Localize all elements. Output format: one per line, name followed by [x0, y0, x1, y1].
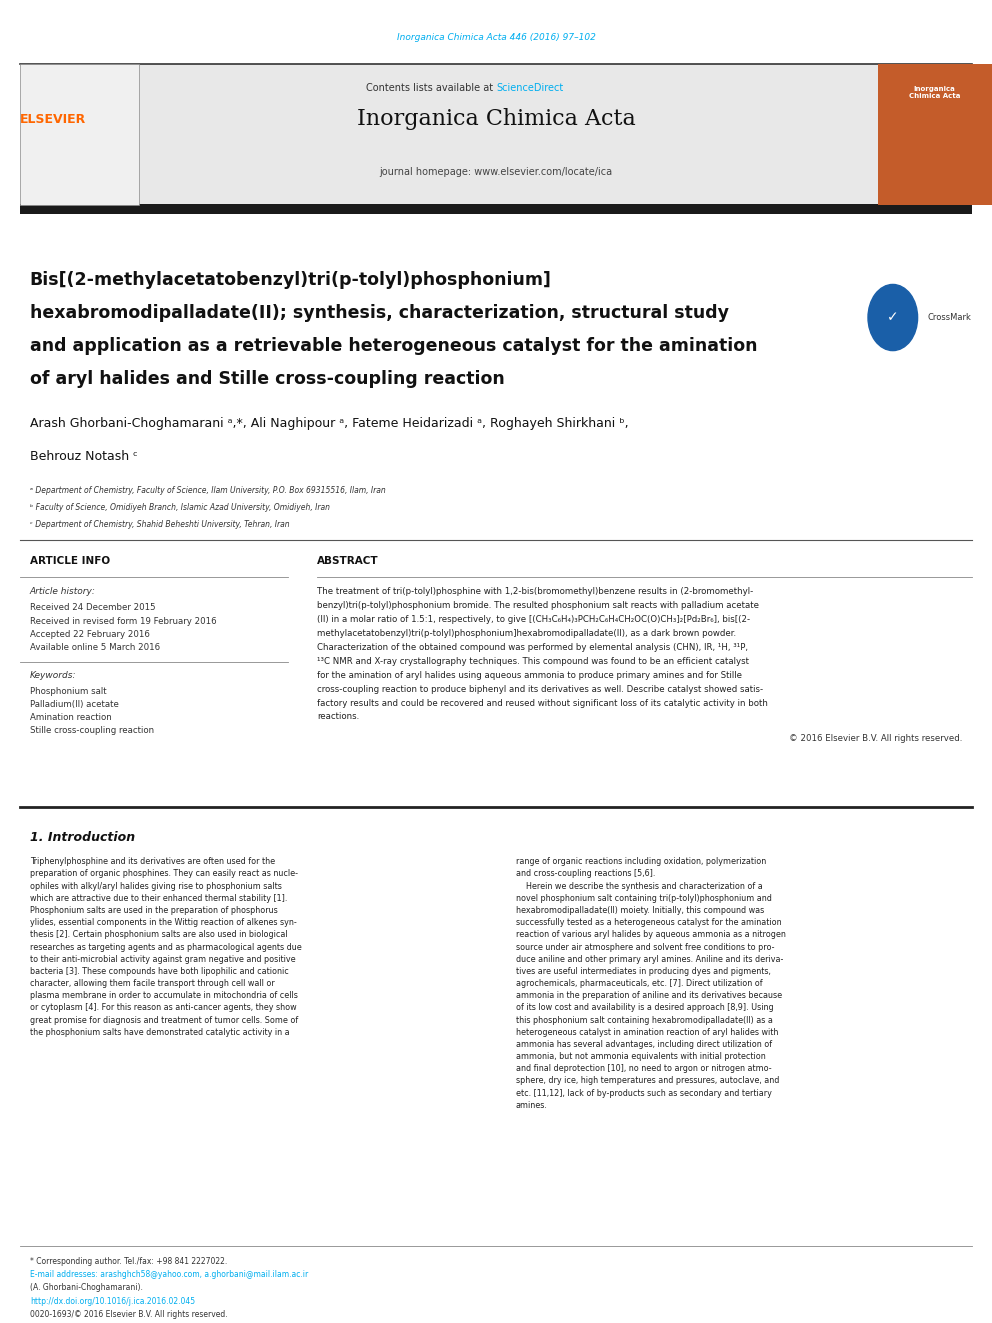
Text: novel phosphonium salt containing tri(p-tolyl)phosphonium and: novel phosphonium salt containing tri(p-…	[516, 894, 772, 902]
Text: reaction of various aryl halides by aqueous ammonia as a nitrogen: reaction of various aryl halides by aque…	[516, 930, 786, 939]
Text: heterogeneous catalyst in amination reaction of aryl halides with: heterogeneous catalyst in amination reac…	[516, 1028, 778, 1037]
Text: 0020-1693/© 2016 Elsevier B.V. All rights reserved.: 0020-1693/© 2016 Elsevier B.V. All right…	[30, 1310, 227, 1319]
Text: this phosphonium salt containing hexabromodipalladate(II) as a: this phosphonium salt containing hexabro…	[516, 1016, 773, 1024]
Text: to their anti-microbial activity against gram negative and positive: to their anti-microbial activity against…	[30, 955, 296, 963]
Text: the phosphonium salts have demonstrated catalytic activity in a: the phosphonium salts have demonstrated …	[30, 1028, 290, 1037]
Text: benzyl)tri(p-tolyl)phosphonium bromide. The resulted phosphonium salt reacts wit: benzyl)tri(p-tolyl)phosphonium bromide. …	[317, 601, 760, 610]
Text: character, allowing them facile transport through cell wall or: character, allowing them facile transpor…	[30, 979, 275, 988]
Text: Phosphonium salt: Phosphonium salt	[30, 687, 106, 696]
Text: duce aniline and other primary aryl amines. Aniline and its deriva-: duce aniline and other primary aryl amin…	[516, 955, 784, 963]
Text: ¹³C NMR and X-ray crystallography techniques. This compound was found to be an e: ¹³C NMR and X-ray crystallography techni…	[317, 658, 749, 665]
Text: cross-coupling reaction to produce biphenyl and its derivatives as well. Describ: cross-coupling reaction to produce biphe…	[317, 684, 764, 693]
Text: agrochemicals, pharmaceuticals, etc. [7]. Direct utilization of: agrochemicals, pharmaceuticals, etc. [7]…	[516, 979, 763, 988]
Text: plasma membrane in order to accumulate in mitochondria of cells: plasma membrane in order to accumulate i…	[30, 991, 298, 1000]
Text: and final deprotection [10], no need to argon or nitrogen atmo-: and final deprotection [10], no need to …	[516, 1064, 772, 1073]
Text: preparation of organic phosphines. They can easily react as nucle-: preparation of organic phosphines. They …	[30, 869, 298, 878]
Text: or cytoplasm [4]. For this reason as anti-cancer agents, they show: or cytoplasm [4]. For this reason as ant…	[30, 1003, 297, 1012]
Text: Inorganica Chimica Acta 446 (2016) 97–102: Inorganica Chimica Acta 446 (2016) 97–10…	[397, 33, 595, 42]
Text: reactions.: reactions.	[317, 712, 360, 721]
Text: Keywords:: Keywords:	[30, 671, 76, 680]
Text: Herein we describe the synthesis and characterization of a: Herein we describe the synthesis and cha…	[516, 881, 763, 890]
Bar	[20, 64, 139, 205]
Text: The treatment of tri(p-tolyl)phosphine with 1,2-bis(bromomethyl)benzene results : The treatment of tri(p-tolyl)phosphine w…	[317, 587, 754, 597]
Text: source under air atmosphere and solvent free conditions to pro-: source under air atmosphere and solvent …	[516, 942, 775, 951]
Text: Stille cross-coupling reaction: Stille cross-coupling reaction	[30, 726, 154, 736]
Text: thesis [2]. Certain phosphonium salts are also used in biological: thesis [2]. Certain phosphonium salts ar…	[30, 930, 288, 939]
Text: amines.: amines.	[516, 1101, 548, 1110]
Circle shape	[868, 284, 918, 351]
Text: and application as a retrievable heterogeneous catalyst for the amination: and application as a retrievable heterog…	[30, 337, 757, 356]
Bar	[20, 204, 972, 214]
Text: http://dx.doi.org/10.1016/j.ica.2016.02.045: http://dx.doi.org/10.1016/j.ica.2016.02.…	[30, 1297, 194, 1306]
Text: journal homepage: www.elsevier.com/locate/ica: journal homepage: www.elsevier.com/locat…	[379, 167, 613, 177]
Text: Accepted 22 February 2016: Accepted 22 February 2016	[30, 630, 150, 639]
Text: which are attractive due to their enhanced thermal stability [1].: which are attractive due to their enhanc…	[30, 894, 287, 902]
Text: for the amination of aryl halides using aqueous ammonia to produce primary amine: for the amination of aryl halides using …	[317, 671, 742, 680]
Text: Phosphonium salts are used in the preparation of phosphorus: Phosphonium salts are used in the prepar…	[30, 906, 278, 916]
Text: ᵇ Faculty of Science, Omidiyeh Branch, Islamic Azad University, Omidiyeh, Iran: ᵇ Faculty of Science, Omidiyeh Branch, I…	[30, 503, 329, 512]
Text: Available online 5 March 2016: Available online 5 March 2016	[30, 643, 160, 652]
Text: hexabromodipalladate(II) moiety. Initially, this compound was: hexabromodipalladate(II) moiety. Initial…	[516, 906, 764, 916]
Text: great promise for diagnosis and treatment of tumor cells. Some of: great promise for diagnosis and treatmen…	[30, 1016, 298, 1024]
Text: (A. Ghorbani-Choghamarani).: (A. Ghorbani-Choghamarani).	[30, 1283, 143, 1293]
Text: etc. [11,12], lack of by-products such as secondary and tertiary: etc. [11,12], lack of by-products such a…	[516, 1089, 772, 1098]
Text: hexabromodipalladate(II); synthesis, characterization, structural study: hexabromodipalladate(II); synthesis, cha…	[30, 304, 729, 323]
Text: Received in revised form 19 February 2016: Received in revised form 19 February 201…	[30, 617, 216, 626]
Text: ARTICLE INFO: ARTICLE INFO	[30, 556, 110, 566]
Text: Palladium(II) acetate: Palladium(II) acetate	[30, 700, 119, 709]
Text: of aryl halides and Stille cross-coupling reaction: of aryl halides and Stille cross-couplin…	[30, 370, 505, 389]
Text: Inorganica Chimica Acta: Inorganica Chimica Acta	[357, 108, 635, 130]
Text: successfully tested as a heterogeneous catalyst for the amination: successfully tested as a heterogeneous c…	[516, 918, 782, 927]
Text: ophiles with alkyl/aryl halides giving rise to phosphonium salts: ophiles with alkyl/aryl halides giving r…	[30, 881, 282, 890]
Text: bacteria [3]. These compounds have both lipophilic and cationic: bacteria [3]. These compounds have both …	[30, 967, 289, 976]
Text: tives are useful intermediates in producing dyes and pigments,: tives are useful intermediates in produc…	[516, 967, 771, 976]
Text: range of organic reactions including oxidation, polymerization: range of organic reactions including oxi…	[516, 857, 766, 867]
Text: researches as targeting agents and as pharmacological agents due: researches as targeting agents and as ph…	[30, 942, 302, 951]
Text: CrossMark: CrossMark	[928, 314, 971, 321]
Text: ABSTRACT: ABSTRACT	[317, 556, 379, 566]
Text: ScienceDirect: ScienceDirect	[496, 83, 563, 94]
Text: sphere, dry ice, high temperatures and pressures, autoclave, and: sphere, dry ice, high temperatures and p…	[516, 1077, 779, 1085]
Text: ammonia in the preparation of aniline and its derivatives because: ammonia in the preparation of aniline an…	[516, 991, 782, 1000]
Text: Bis[(2-methylacetatobenzyl)tri(p-tolyl)phosphonium]: Bis[(2-methylacetatobenzyl)tri(p-tolyl)p…	[30, 271, 552, 290]
Text: ammonia has several advantages, including direct utilization of: ammonia has several advantages, includin…	[516, 1040, 772, 1049]
Text: ✓: ✓	[887, 311, 899, 324]
Text: Contents lists available at: Contents lists available at	[366, 83, 496, 94]
Text: ylides, essential components in the Wittig reaction of alkenes syn-: ylides, essential components in the Witt…	[30, 918, 297, 927]
Text: © 2016 Elsevier B.V. All rights reserved.: © 2016 Elsevier B.V. All rights reserved…	[789, 734, 962, 744]
Text: and cross-coupling reactions [5,6].: and cross-coupling reactions [5,6].	[516, 869, 655, 878]
Text: E-mail addresses: arashghch58@yahoo.com, a.ghorbani@mail.ilam.ac.ir: E-mail addresses: arashghch58@yahoo.com,…	[30, 1270, 308, 1279]
Text: Characterization of the obtained compound was performed by elemental analysis (C: Characterization of the obtained compoun…	[317, 643, 748, 652]
Text: of its low cost and availability is a desired approach [8,9]. Using: of its low cost and availability is a de…	[516, 1003, 774, 1012]
Text: * Corresponding author. Tel./fax: +98 841 2227022.: * Corresponding author. Tel./fax: +98 84…	[30, 1257, 227, 1266]
Text: Triphenylphosphine and its derivatives are often used for the: Triphenylphosphine and its derivatives a…	[30, 857, 275, 867]
Text: factory results and could be recovered and reused without significant loss of it: factory results and could be recovered a…	[317, 699, 769, 708]
Bar	[878, 64, 992, 205]
Text: (II) in a molar ratio of 1.5:1, respectively, to give [(CH₃C₆H₄)₃PCH₂C₆H₄CH₂OC(O: (II) in a molar ratio of 1.5:1, respecti…	[317, 615, 751, 624]
Text: ELSEVIER: ELSEVIER	[20, 112, 86, 126]
Text: methylacetatobenzyl)tri(p-tolyl)phosphonium]hexabromodipalladate(II), as a dark : methylacetatobenzyl)tri(p-tolyl)phosphon…	[317, 630, 737, 638]
Text: Arash Ghorbani-Choghamarani ᵃ,*, Ali Naghipour ᵃ, Fateme Heidarizadi ᵃ, Roghayeh: Arash Ghorbani-Choghamarani ᵃ,*, Ali Nag…	[30, 417, 628, 430]
Text: Article history:: Article history:	[30, 587, 95, 597]
Text: Amination reaction: Amination reaction	[30, 713, 111, 722]
Text: Received 24 December 2015: Received 24 December 2015	[30, 603, 156, 613]
Text: ᵃ Department of Chemistry, Faculty of Science, Ilam University, P.O. Box 6931551: ᵃ Department of Chemistry, Faculty of Sc…	[30, 486, 386, 495]
Text: Behrouz Notash ᶜ: Behrouz Notash ᶜ	[30, 450, 138, 463]
Text: ammonia, but not ammonia equivalents with initial protection: ammonia, but not ammonia equivalents wit…	[516, 1052, 766, 1061]
Text: ᶜ Department of Chemistry, Shahid Beheshti University, Tehran, Iran: ᶜ Department of Chemistry, Shahid Behesh…	[30, 520, 290, 529]
Text: Inorganica
Chimica Acta: Inorganica Chimica Acta	[909, 86, 960, 99]
Bar	[139, 64, 883, 205]
Text: 1. Introduction: 1. Introduction	[30, 831, 135, 844]
